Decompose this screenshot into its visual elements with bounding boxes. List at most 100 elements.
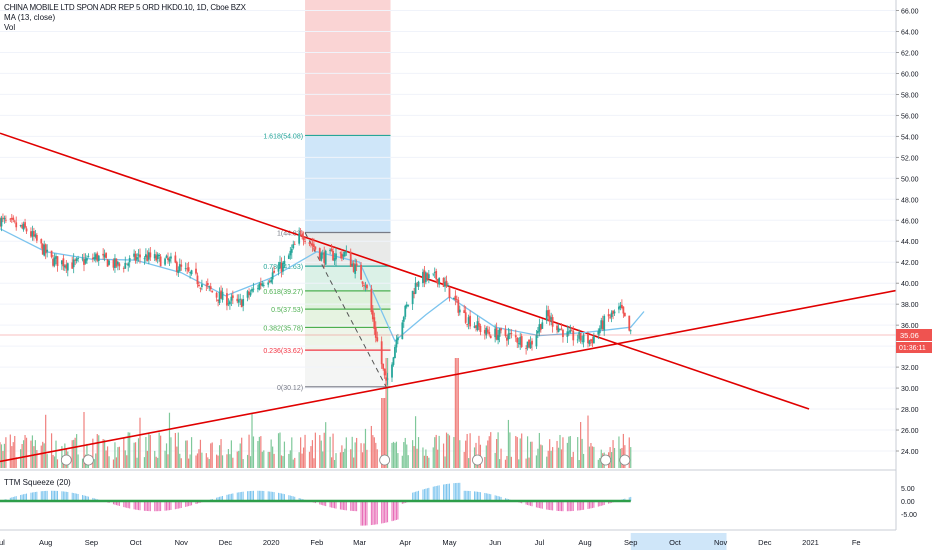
volume-bar <box>630 447 632 468</box>
time-range-highlight <box>630 533 727 550</box>
time-axis-label: Jun <box>489 538 501 547</box>
volume-bar <box>81 458 84 468</box>
candle-body <box>91 257 94 260</box>
fib-trend-line <box>304 232 387 388</box>
ttm-bar <box>133 501 135 510</box>
candle-body <box>175 262 178 272</box>
candle-body <box>198 284 200 287</box>
candle-body <box>426 273 429 279</box>
ttm-bar <box>571 501 573 512</box>
fib-level-label: 0.382(35.78) <box>263 325 303 332</box>
candle-body <box>455 299 458 300</box>
candle-body <box>479 325 482 333</box>
candle-body <box>215 292 218 298</box>
candle-body <box>323 252 326 263</box>
volume-bar <box>593 446 595 468</box>
volume-bar <box>239 443 241 468</box>
volume-bar <box>456 358 458 468</box>
ttm-bar <box>74 493 76 501</box>
candle-body <box>516 337 519 343</box>
ttm-bar <box>118 501 120 506</box>
volume-bar <box>552 447 554 468</box>
ttm-bar <box>395 501 397 520</box>
ttm-bar <box>291 495 293 501</box>
volume-bar <box>207 457 209 468</box>
ttm-bar <box>353 501 355 512</box>
candle-body <box>536 330 539 334</box>
ttm-bar <box>148 501 150 512</box>
ttm-bar <box>176 501 178 509</box>
candle-body <box>311 243 314 246</box>
ttm-bar <box>139 501 141 511</box>
candle-body <box>118 263 121 267</box>
candle-body <box>488 331 491 335</box>
ttm-bar <box>23 494 25 501</box>
volume-bar <box>189 454 191 468</box>
candle-body <box>46 249 49 252</box>
candle-body <box>127 263 130 266</box>
ttm-bar <box>21 494 23 501</box>
volume-bar <box>270 439 272 468</box>
candle-body <box>324 250 327 265</box>
ttm-bar <box>216 497 218 501</box>
ttm-bar <box>550 501 552 511</box>
candle-body <box>458 309 461 313</box>
ttm-bar <box>195 501 197 505</box>
volume-bar <box>360 443 362 468</box>
volume-bar <box>2 450 4 468</box>
ttm-bar <box>86 496 88 501</box>
candle-body <box>122 268 125 269</box>
volume-bar <box>9 434 11 468</box>
ttm-bar <box>179 501 181 509</box>
candle-body <box>170 256 172 259</box>
candle-body <box>354 264 357 274</box>
ttm-bar <box>272 491 274 501</box>
candle-body <box>557 327 560 333</box>
candle-body <box>25 228 28 232</box>
volume-bar <box>205 453 207 468</box>
candle-body <box>547 310 550 317</box>
ttm-bar <box>261 490 263 501</box>
volume-bar <box>528 457 530 468</box>
candle-body <box>282 262 284 272</box>
price-tick-label: 46.00 <box>901 218 919 225</box>
ttm-bar <box>20 494 22 501</box>
ttm-tick-label: 0.00 <box>901 499 915 506</box>
volume-bar <box>370 425 372 468</box>
candle-body <box>277 267 280 272</box>
volume-bar <box>509 432 511 468</box>
candle-body <box>147 252 150 260</box>
price-tick-label: 64.00 <box>901 29 919 36</box>
ttm-bar <box>83 495 85 501</box>
candle-body <box>21 225 24 228</box>
candle-body <box>485 327 488 336</box>
candle-body <box>475 325 477 328</box>
price-tick-label: 40.00 <box>901 281 919 288</box>
ttm-bar <box>166 501 168 511</box>
candle-body <box>366 284 368 289</box>
candle-body <box>478 323 480 327</box>
ttm-bar <box>447 483 449 501</box>
volume-bar <box>397 453 399 468</box>
volume-bar <box>117 447 119 468</box>
ttm-bar <box>475 491 477 501</box>
candle-body <box>3 217 6 220</box>
ttm-bar <box>438 485 440 501</box>
ttm-bar <box>476 491 478 501</box>
candle-body <box>195 268 197 274</box>
volume-bar <box>541 445 543 468</box>
ttm-bar <box>154 501 156 512</box>
ttm-bar <box>247 491 249 501</box>
ttm-bar <box>51 490 53 501</box>
ttm-bar <box>375 501 377 525</box>
volume-bar <box>319 435 321 468</box>
volume-bar <box>3 443 6 468</box>
volume-bar <box>610 452 613 468</box>
volume-bar <box>454 358 456 468</box>
ttm-bar <box>14 496 16 501</box>
candle-body <box>402 317 405 322</box>
volume-bar <box>335 453 337 468</box>
candle-body <box>50 250 53 257</box>
ttm-bar <box>466 490 468 501</box>
